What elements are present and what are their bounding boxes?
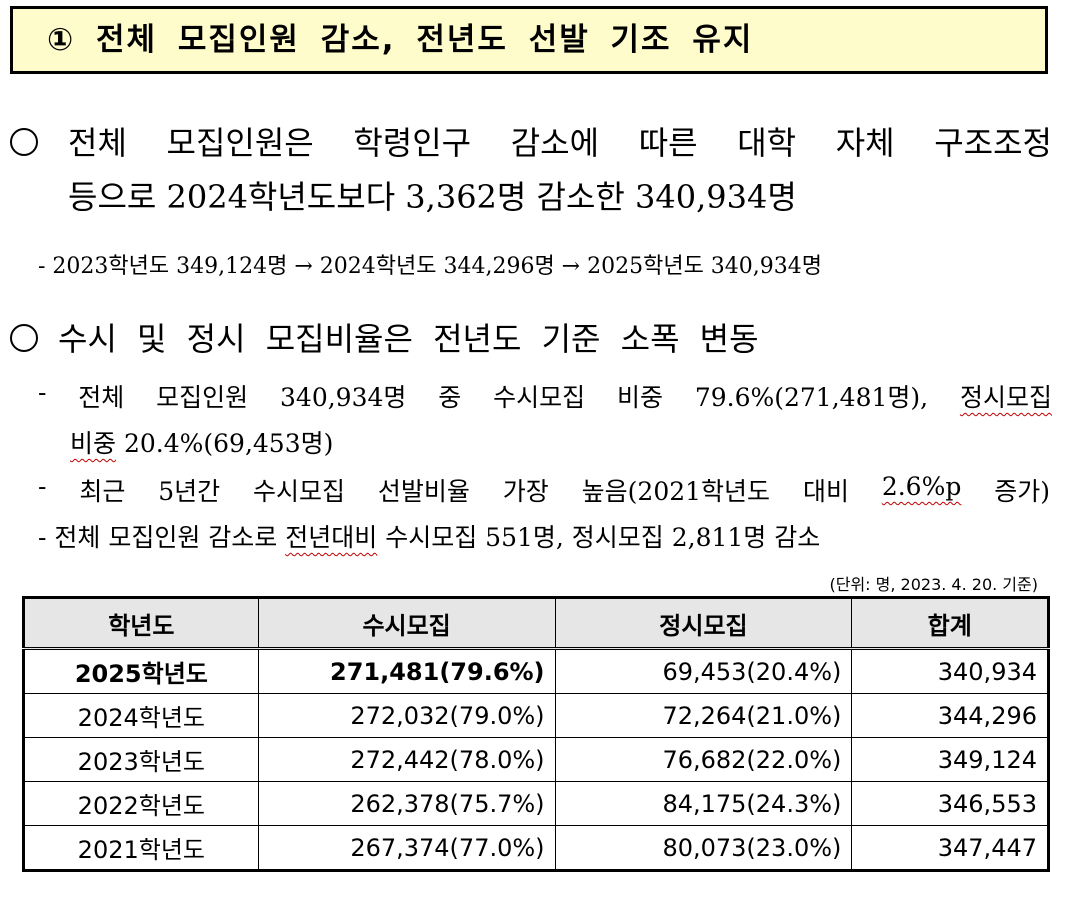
bullet2-sub2: - 최근 5년간 수시모집 선발비율 가장 높음(2021학년도 대비 2.6%… [38, 472, 1050, 508]
table-row: 2021학년도 267,374(77.0%) 80,073(23.0%) 347… [23, 825, 1049, 871]
word: 전체 [78, 383, 125, 412]
cell-total: 346,553 [851, 781, 1049, 826]
word: 자체 [835, 124, 895, 162]
bullet1-line1: 전체 모집인원은 학령인구 감소에 따른 대학 자체 구조조정 [68, 118, 1052, 164]
bullet2-sub3: - 전체 모집인원 감소로 전년대비 수시모집 551명, 정시모집 2,811… [38, 518, 820, 554]
circle-bullet-icon [10, 128, 38, 156]
cell-early: 271,481(79.6%) [257, 648, 556, 694]
word: 79.6%(271,481명), [694, 383, 929, 412]
cell-regular: 72,264(21.0%) [554, 693, 853, 738]
cell-year: 2024학년도 [23, 693, 259, 738]
text: - 전체 모집인원 감소로 [38, 523, 286, 552]
admissions-table: 학년도 수시모집 정시모집 합계 2025학년도 271,481(79.6%) … [22, 596, 1050, 872]
word: 감소에 [510, 124, 600, 162]
cell-total: 344,296 [851, 693, 1049, 738]
word-underlined: 전년대비 [285, 523, 378, 552]
word: 모집인원 [156, 383, 249, 412]
table-row: 2023학년도 272,442(78.0%) 76,682(22.0%) 349… [23, 737, 1049, 782]
text: 수시모집 551명, 정시모집 2,811명 감소 [377, 523, 821, 552]
cell-year: 2021학년도 [23, 825, 259, 871]
word: 최근 [79, 477, 126, 506]
word: 비중 [616, 383, 663, 412]
cell-early: 262,378(75.7%) [257, 781, 556, 826]
cell-year: 2025학년도 [23, 648, 259, 694]
bullet2-sub1-cont: 비중 20.4%(69,453명) [70, 424, 333, 460]
cell-regular: 84,175(24.3%) [554, 781, 853, 826]
word-underlined: 정시모집 [959, 383, 1052, 412]
cell-regular: 76,682(22.0%) [554, 737, 853, 782]
word: 선발비율 [377, 477, 470, 506]
table-row: 2022학년도 262,378(75.7%) 84,175(24.3%) 346… [23, 781, 1049, 826]
word: - [38, 378, 47, 407]
section-title: ① 전체 모집인원 감소, 전년도 선발 기조 유지 [10, 6, 1048, 74]
table-header-row: 학년도 수시모집 정시모집 합계 [23, 597, 1049, 650]
table-row: 2024학년도 272,032(79.0%) 72,264(21.0%) 344… [23, 693, 1049, 738]
header-regular: 정시모집 [554, 597, 853, 650]
table-row: 2025학년도 271,481(79.6%) 69,453(20.4%) 340… [23, 648, 1049, 694]
header-total: 합계 [851, 597, 1049, 650]
word: 5년간 [158, 477, 221, 506]
word-underlined: 2.6%p [881, 472, 962, 501]
bullet2-line1: 수시 및 정시 모집비율은 전년도 기준 소폭 변동 [58, 320, 759, 358]
cell-year: 2023학년도 [23, 737, 259, 782]
word: 따른 [638, 124, 698, 162]
word: 대학 [737, 124, 797, 162]
word: 중 [438, 383, 462, 412]
word: 대비 [802, 477, 849, 506]
header-year: 학년도 [23, 597, 259, 650]
word: 수시모집 [493, 383, 586, 412]
word: 340,934명 [280, 383, 407, 412]
text: 20.4%(69,453명) [116, 429, 334, 458]
word: 수시모집 [253, 477, 346, 506]
word-underlined: 비중 [70, 429, 117, 458]
cell-early: 267,374(77.0%) [257, 825, 556, 871]
word: - [38, 472, 47, 501]
word: 전체 [68, 124, 127, 162]
unit-note: (단위: 명, 2023. 4. 20. 기준) [829, 575, 1038, 594]
word: 가장 [502, 477, 549, 506]
cell-regular: 69,453(20.4%) [554, 648, 853, 694]
cell-total: 349,124 [851, 737, 1049, 782]
word: 학령인구 [353, 124, 472, 162]
cell-regular: 80,073(23.0%) [554, 825, 853, 871]
cell-early: 272,442(78.0%) [257, 737, 556, 782]
word: 증가) [994, 477, 1050, 506]
bullet2-sub1: - 전체 모집인원 340,934명 중 수시모집 비중 79.6%(271,4… [38, 378, 1052, 414]
header-early: 수시모집 [257, 597, 556, 650]
word: 높음(2021학년도 [581, 477, 771, 506]
circle-bullet-icon [10, 324, 38, 352]
bullet1-line2: 등으로 2024학년도보다 3,362명 감소한 340,934명 [68, 178, 797, 216]
cell-early: 272,032(79.0%) [257, 693, 556, 738]
word: 구조조정 [934, 124, 1052, 162]
cell-year: 2022학년도 [23, 781, 259, 826]
word: 모집인원은 [166, 124, 314, 162]
cell-total: 347,447 [851, 825, 1049, 871]
bullet1-sub: - 2023학년도 349,124명 → 2024학년도 344,296명 → … [38, 254, 823, 279]
cell-total: 340,934 [851, 648, 1049, 694]
